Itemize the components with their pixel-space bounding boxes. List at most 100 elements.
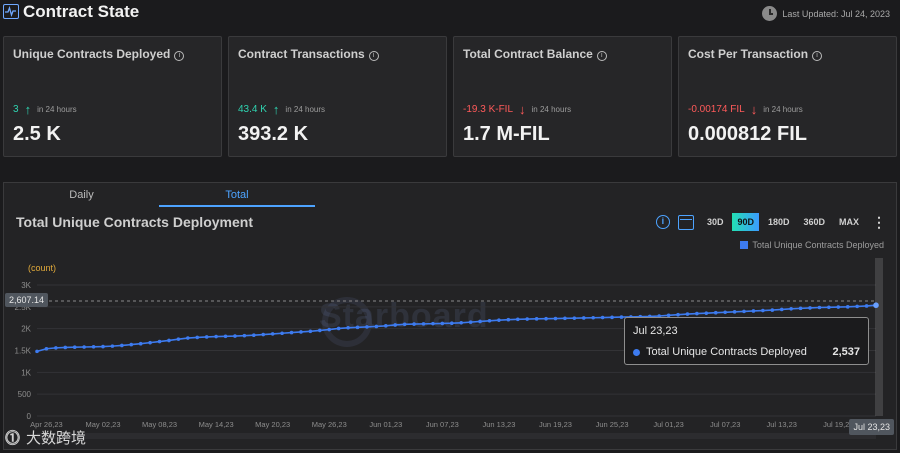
tab-bar: Daily Total <box>4 183 404 207</box>
range-30d-button[interactable]: 30D <box>706 217 724 227</box>
info-icon[interactable]: i <box>812 51 823 61</box>
tab-total[interactable]: Total <box>159 183 315 207</box>
arrow-up-icon: ↑ <box>24 102 32 117</box>
data-point <box>233 334 237 338</box>
bottom-logo-text: 大数跨境 <box>26 430 87 447</box>
data-point <box>195 335 200 340</box>
data-point <box>138 341 143 346</box>
data-point <box>101 344 105 349</box>
y-axis-unit-label: (count) <box>28 263 56 273</box>
data-point <box>355 325 360 330</box>
range-90d-button[interactable]: 90D <box>732 213 759 231</box>
range-360d-button[interactable]: 360D <box>803 217 825 227</box>
page-title: Contract State <box>23 2 140 21</box>
y-tick-label: 3K <box>21 281 31 290</box>
crosshair-y-label: 2,607.14 <box>5 293 49 307</box>
clock-icon <box>762 6 778 21</box>
data-point <box>157 339 162 344</box>
data-point <box>845 305 850 309</box>
data-point <box>129 342 134 347</box>
calendar-icon[interactable] <box>677 214 694 230</box>
x-tick-label: May 08,23 <box>142 420 177 429</box>
data-point <box>54 346 58 350</box>
range-max-button[interactable]: MAX <box>839 217 859 227</box>
card-delta: -0.00174 FIL <box>688 104 745 115</box>
y-tick-label: 500 <box>18 390 32 399</box>
data-point <box>732 310 737 314</box>
card-delta: 3 <box>13 104 19 115</box>
x-tick-label: May 20,23 <box>255 420 290 429</box>
data-point <box>336 326 341 331</box>
data-point <box>525 317 530 321</box>
data-point <box>779 307 784 312</box>
tab-daily[interactable]: Daily <box>69 189 94 201</box>
data-point <box>751 309 756 313</box>
data-point <box>176 337 181 341</box>
data-point <box>289 330 294 335</box>
data-point <box>506 317 511 322</box>
y-tick-label: 2K <box>21 325 31 334</box>
data-point <box>610 315 614 320</box>
y-tick-label: 1K <box>21 368 31 377</box>
tooltip-date: Jul 23,23 <box>633 325 678 337</box>
info-icon[interactable]: i <box>596 51 607 61</box>
x-tick-label: May 26,23 <box>312 420 347 429</box>
chart-legend[interactable]: Total Unique Contracts Deployed <box>740 240 884 250</box>
data-point <box>572 316 577 320</box>
data-point <box>468 320 473 324</box>
crosshair-x-label: Jul 23,23 <box>849 419 894 435</box>
data-point <box>657 314 661 318</box>
data-point <box>770 308 775 312</box>
x-tick-label: Apr 26,23 <box>30 420 63 429</box>
x-tick-label: Jul 07,23 <box>710 420 740 429</box>
data-point <box>374 324 379 329</box>
data-point <box>563 316 567 321</box>
data-point <box>704 311 709 315</box>
data-point <box>742 309 746 314</box>
data-point <box>402 322 407 327</box>
card-change: 3 ↑ in 24 hours <box>13 102 77 117</box>
range-180d-button[interactable]: 180D <box>767 217 790 227</box>
data-point <box>35 349 39 354</box>
info-icon[interactable]: i <box>368 51 379 61</box>
data-point <box>553 316 558 321</box>
data-point <box>167 338 171 343</box>
data-point <box>855 304 859 309</box>
data-point <box>270 332 275 336</box>
legend-label: Total Unique Contracts Deployed <box>752 240 884 250</box>
y-tick-label: 1.5K <box>15 347 32 356</box>
data-point <box>449 321 454 326</box>
card-contract-transactions: Contract Transactions i 43.4 K ↑ in 24 ho… <box>228 36 447 157</box>
data-point <box>619 315 624 319</box>
data-point <box>214 334 218 339</box>
data-point <box>280 331 284 336</box>
x-tick-label: May 02,23 <box>85 420 120 429</box>
data-point <box>827 305 831 310</box>
data-point <box>318 328 322 333</box>
card-total-contract-balance: Total Contract Balance i -19.3 K-FIL ↓ in… <box>453 36 672 157</box>
data-point <box>581 316 586 320</box>
arrow-up-icon: ↑ <box>272 102 280 117</box>
header: Contract State Last Updated: Jul 24, 202… <box>0 0 900 28</box>
card-title: Contract Transactions i <box>238 47 379 61</box>
data-point <box>487 319 492 323</box>
x-tick-label: Jun 01,23 <box>369 420 402 429</box>
data-point <box>261 332 266 337</box>
card-period: in 24 hours <box>285 105 326 114</box>
info-icon[interactable]: i <box>174 51 185 61</box>
info-icon[interactable]: i <box>655 215 670 229</box>
data-point <box>120 343 124 348</box>
tooltip-series-name: Total Unique Contracts Deployed <box>646 346 807 358</box>
last-updated-text: Last Updated: Jul 24, 2023 <box>782 8 890 19</box>
hover-column <box>875 258 883 416</box>
data-point <box>544 316 548 321</box>
data-point <box>242 333 247 338</box>
data-point <box>204 335 209 339</box>
more-options-icon[interactable]: ⋮ <box>872 213 886 230</box>
card-title: Cost Per Transaction i <box>688 47 823 61</box>
y-tick-label: 2.5K <box>15 303 32 312</box>
data-point <box>327 327 332 332</box>
card-change: 43.4 K ↑ in 24 hours <box>238 102 325 117</box>
chart-panel: Daily Total Starboard (count) 0 500 1K 1.5K 2… <box>3 182 897 450</box>
card-unique-contracts: Unique Contracts Deployed i 3 ↑ in 24 hou… <box>3 36 222 157</box>
